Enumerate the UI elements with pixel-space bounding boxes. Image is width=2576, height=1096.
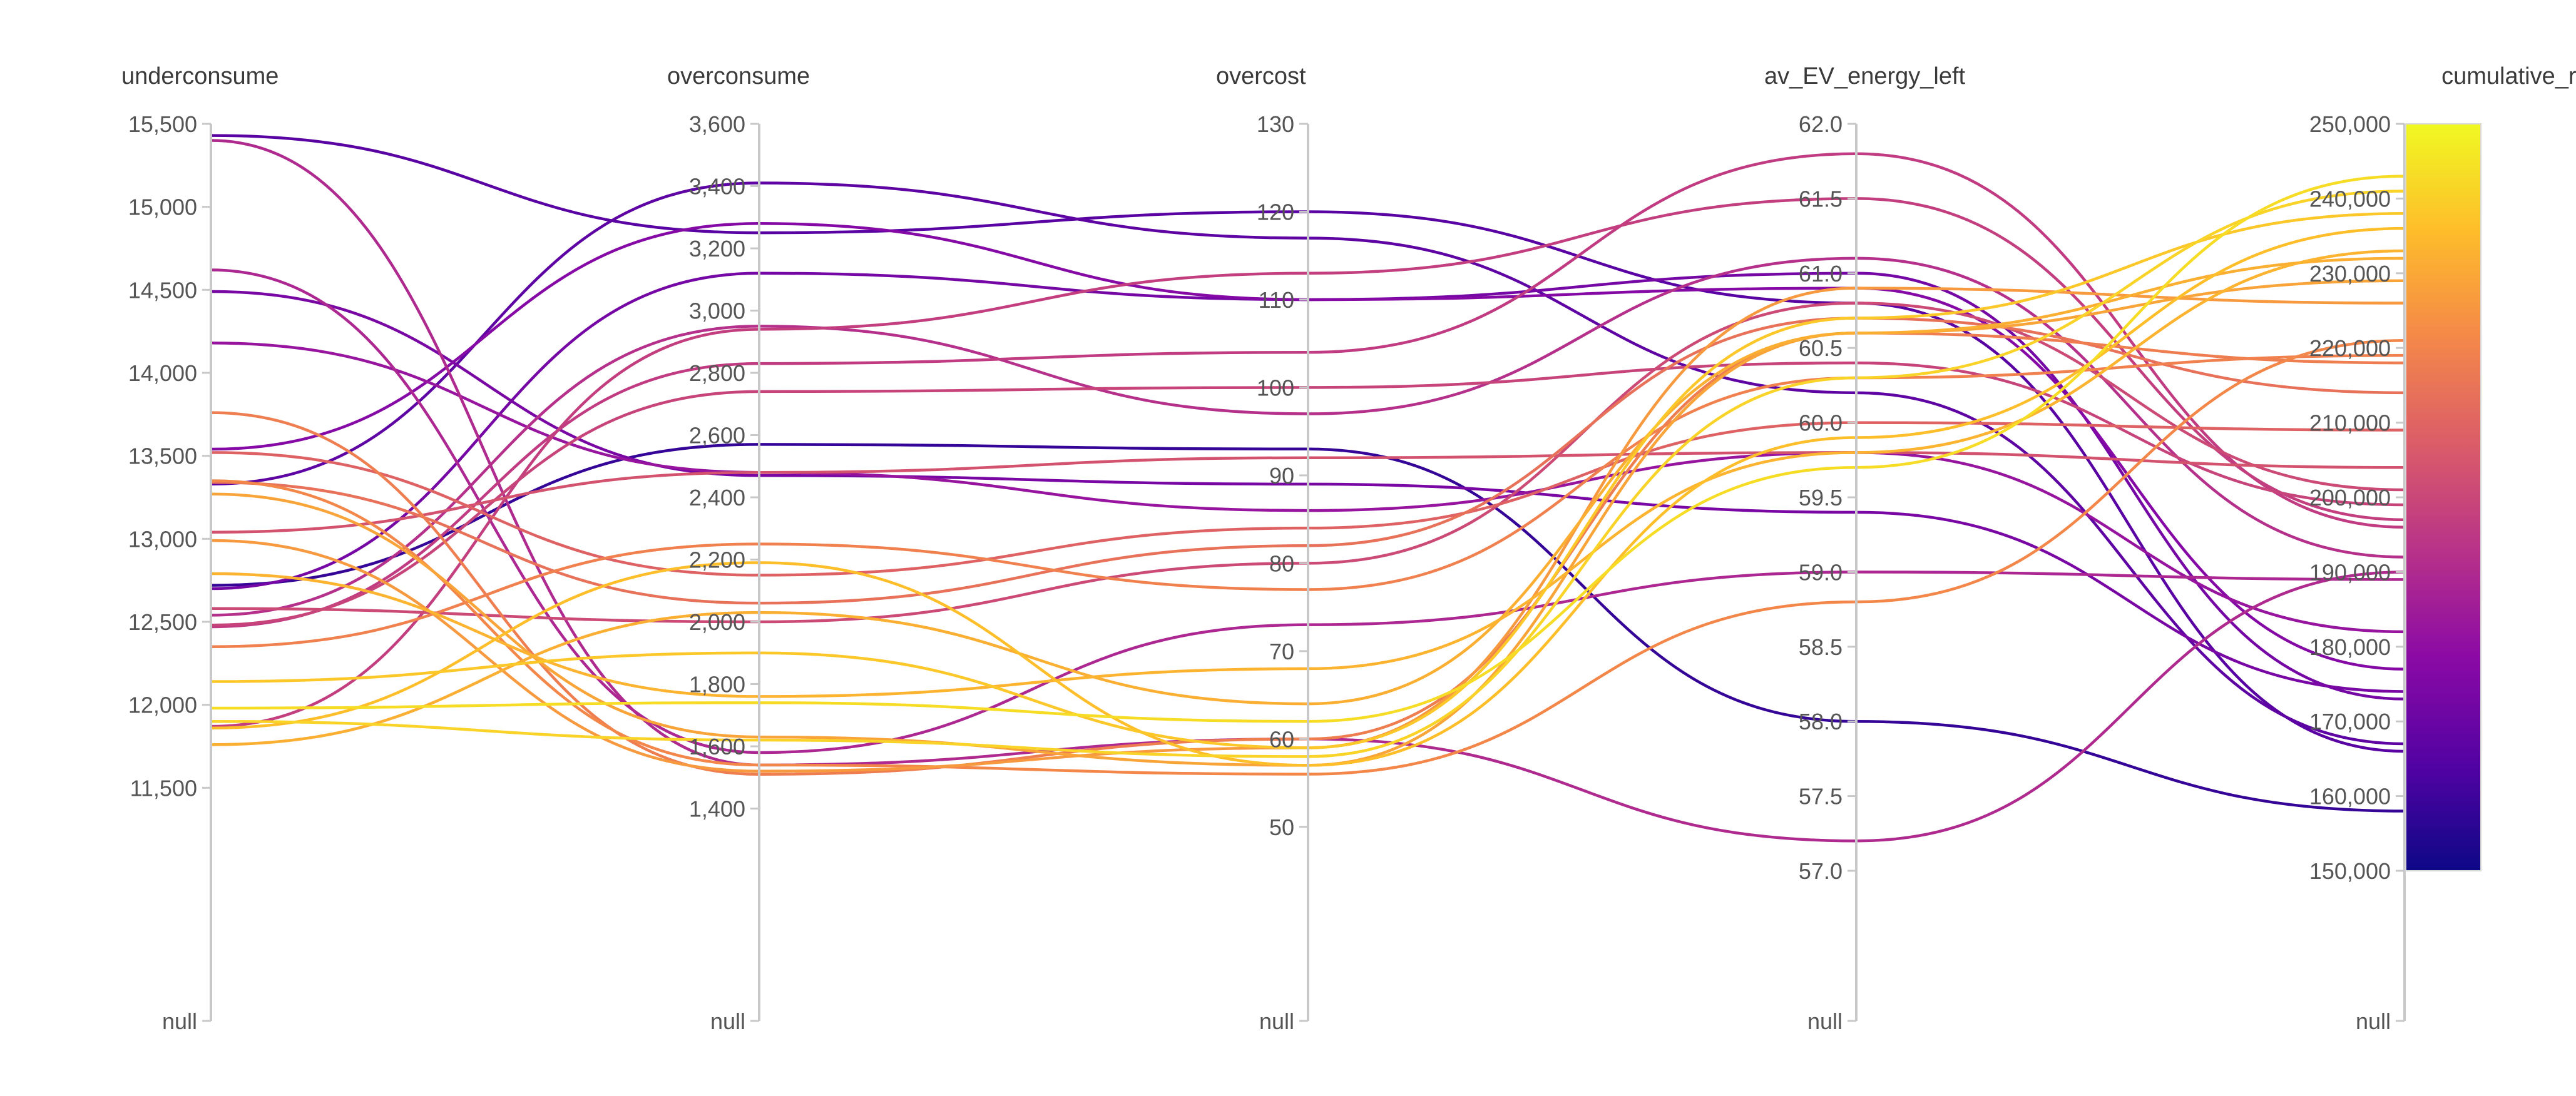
tick-label: 210,000 [2309, 410, 2391, 436]
tick-label: 190,000 [2309, 559, 2391, 585]
axis-av_EV_energy_left: av_EV_energy_left 57.0 57.5 58.0 58.5 59.0 59.… [1764, 63, 1966, 1034]
axis-title: overcost [1216, 63, 1306, 89]
tick-label: 57.5 [1799, 784, 1843, 809]
tick-label: 100 [1257, 375, 1294, 400]
tick-label: 14,000 [128, 360, 197, 386]
tick-label: 61.5 [1799, 186, 1843, 211]
series-line [210, 302, 2405, 624]
tick-label: 170,000 [2309, 709, 2391, 734]
null-label: null [710, 1008, 745, 1034]
series-line [210, 339, 2405, 776]
tick-label: 250,000 [2309, 111, 2391, 137]
tick-label: 3,000 [689, 298, 745, 324]
tick-label: 60.0 [1799, 410, 1843, 436]
tick-label: 2,200 [689, 547, 745, 573]
tick-label: 120 [1257, 199, 1294, 225]
series-line [210, 341, 2405, 634]
tick-label: 2,000 [689, 609, 745, 635]
series-line [210, 249, 2405, 698]
tick-label: 1,600 [689, 734, 745, 759]
tick-label: 59.5 [1799, 485, 1843, 510]
series-line [210, 256, 2405, 746]
tick-label: 2,800 [689, 360, 745, 386]
colorbar [2405, 123, 2481, 871]
tick-label: 150,000 [2309, 858, 2391, 884]
series-line [210, 226, 2405, 767]
tick-label: 3,600 [689, 111, 745, 137]
tick-label: 12,500 [128, 609, 197, 635]
tick-label: 220,000 [2309, 335, 2391, 361]
tick-label: 60.5 [1799, 335, 1843, 361]
axis-title: av_EV_energy_left [1764, 63, 1966, 89]
tick-label: 59.0 [1799, 559, 1843, 585]
tick-label: 240,000 [2309, 186, 2391, 211]
series-line [210, 443, 2405, 813]
axes: underconsume 11,500 12,000 12,500 13,000 13,5… [121, 63, 2576, 1034]
tick-label: 90 [1269, 463, 1294, 489]
tick-label: 1,800 [689, 672, 745, 698]
series-line [210, 152, 2405, 629]
tick-label: 2,400 [689, 485, 745, 510]
tick-label: 58.0 [1799, 709, 1843, 734]
colorbar-gradient [2405, 123, 2481, 871]
axis-overcost: overcost 50 60 70 80 90 100 110 120 130 null [1216, 63, 1309, 1034]
axis-underconsume: underconsume 11,500 12,000 12,500 13,000 13,5… [121, 63, 279, 1034]
tick-label: 13,500 [128, 444, 197, 469]
tick-label: 13,000 [128, 526, 197, 552]
series-line [210, 451, 2405, 534]
tick-label: 62.0 [1799, 111, 1843, 137]
tick-label: 80 [1269, 551, 1294, 576]
series-line [210, 175, 2405, 723]
axis-title: underconsume [121, 63, 279, 89]
tick-label: 180,000 [2309, 634, 2391, 660]
axis-title: overconsume [667, 63, 810, 89]
tick-label: 58.5 [1799, 634, 1843, 660]
tick-label: 1,400 [689, 796, 745, 822]
tick-label: 61.0 [1799, 261, 1843, 287]
axis-title: cumulative_reward [2441, 63, 2576, 89]
tick-label: 130 [1257, 111, 1294, 137]
tick-label: 12,000 [128, 693, 197, 718]
tick-label: 50 [1269, 814, 1294, 840]
null-label: null [1807, 1008, 1843, 1034]
series-line [210, 181, 2405, 746]
tick-label: 15,500 [128, 111, 197, 137]
tick-label: 200,000 [2309, 485, 2391, 510]
tick-label: 3,400 [689, 174, 745, 200]
null-label: null [1259, 1008, 1294, 1034]
series-line [210, 317, 2405, 605]
tick-label: 11,500 [130, 775, 197, 801]
axis-overconsume: overconsume 1,400 1,600 1,800 2,000 2,200 2,40… [667, 63, 810, 1034]
tick-label: 110 [1259, 287, 1294, 313]
null-label: null [2356, 1008, 2391, 1034]
tick-label: 70 [1269, 639, 1294, 664]
series-line [210, 134, 2405, 753]
tick-label: 15,000 [128, 195, 197, 220]
axis-cumulative_reward: cumulative_reward 150,000 160,000 170,000 18… [2309, 63, 2576, 1034]
tick-label: 60 [1269, 726, 1294, 752]
null-label: null [162, 1008, 197, 1034]
series-line [210, 190, 2405, 758]
tick-label: 3,200 [689, 236, 745, 261]
tick-label: 160,000 [2309, 784, 2391, 809]
tick-label: 2,600 [689, 423, 745, 449]
tick-label: 57.0 [1799, 858, 1843, 884]
tick-label: 14,500 [128, 277, 197, 303]
tick-label: 230,000 [2309, 261, 2391, 287]
series-line [210, 212, 2405, 749]
